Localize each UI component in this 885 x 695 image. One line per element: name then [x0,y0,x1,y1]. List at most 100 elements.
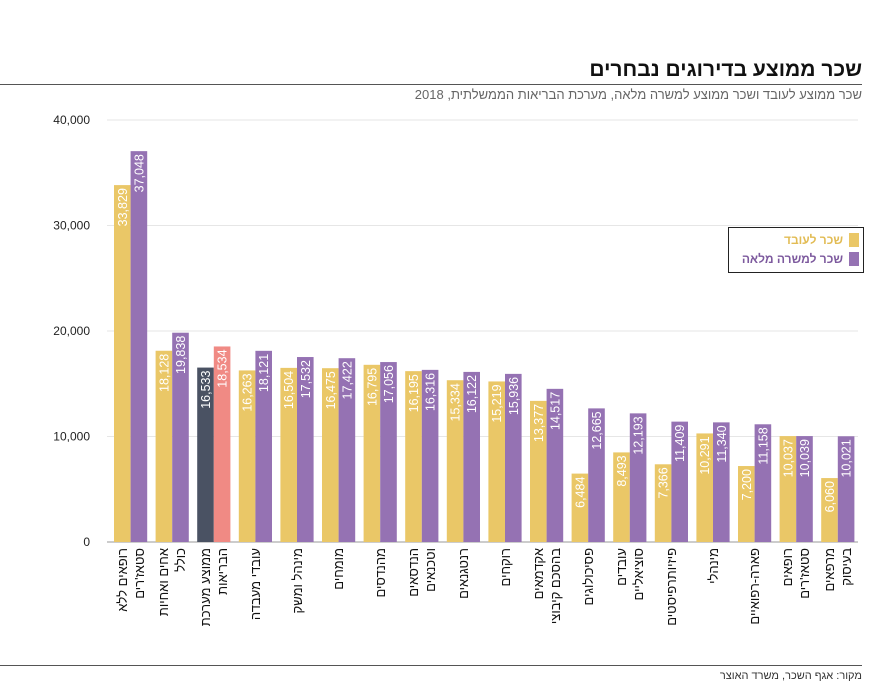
data-label: 16,263 [241,373,255,411]
data-label: 7,366 [657,467,671,498]
data-label: 16,122 [465,375,479,413]
x-tick-label-line: רופאים [780,548,796,587]
bar-employee [405,371,422,542]
y-tick-label: 40,000 [53,113,90,127]
x-tick-label-line: פארה-רפואיים [747,548,763,625]
bar-fulltime [546,388,564,542]
data-label: 10,021 [840,439,854,477]
x-tick-label-line: סטאז'רים [797,548,813,599]
x-tick-label-line: מינהלי [705,548,721,584]
x-tick-label: פארה-רפואיים [746,548,763,668]
x-tick-label-line: ממוצע מערכת [197,548,213,627]
x-tick-label: מרפאים בעיסוק [821,548,855,668]
bar-employee [613,452,630,542]
x-tick-label-line: הבריאות [214,548,230,595]
bar-employee [363,364,381,542]
bar-fulltime [629,413,647,542]
x-tick-label: עובדי מעבדה [247,548,264,668]
data-label: 16,504 [282,371,296,409]
legend-swatch [849,233,859,247]
data-label: 13,377 [532,404,546,442]
data-label: 10,039 [798,439,812,477]
bar-fulltime [130,151,148,542]
data-label: 15,219 [490,384,504,422]
bar-fulltime [505,373,522,542]
y-tick-label: 0 [83,535,90,549]
bar-employee [488,381,505,542]
bar-employee [530,400,547,542]
bar-employee [197,367,214,542]
y-tick-label: 30,000 [53,219,90,233]
x-tick-label: פיזיותרפיסטים [663,548,680,668]
data-label: 12,193 [632,416,646,454]
data-label: 37,048 [132,154,146,192]
x-tick-label-line: כולל [173,548,189,572]
bar-employee [696,433,713,542]
x-tick-label-line: מומחים [331,548,347,590]
x-tick-label: הנדסאים וטכנאים [405,548,439,668]
x-tick-label: אקדמאים בהסכם קיבוצי [530,548,564,668]
x-tick-label: מינהל ומשק [289,548,306,668]
data-label: 15,936 [507,377,521,415]
data-label: 6,484 [573,477,587,508]
data-label: 10,037 [781,439,795,477]
x-tick-label: מהנדסים [372,548,389,668]
title-divider [0,84,862,85]
x-tick-label-line: וטכנאים [422,548,438,592]
bar-employee [155,350,173,542]
data-label: 17,056 [382,365,396,403]
bar-fulltime [754,424,772,542]
source-note: מקור: אגף השכר, משרד האוצר [719,670,862,682]
bar-fulltime [297,357,314,542]
data-label: 15,334 [449,383,463,421]
x-tick-label-line: אחים ואחיות [156,548,172,617]
data-label: 17,532 [299,360,313,398]
x-tick-label-line: רנטגנאים [455,548,471,599]
data-label: 6,060 [823,481,837,512]
x-tick-label-line: מהנדסים [372,548,388,598]
x-tick-label: מומחים [330,548,347,668]
bar-fulltime [671,421,688,542]
data-label: 11,340 [715,425,729,462]
legend-label: שכר למשרה מלאה [741,252,843,266]
x-tick-label: מינהלי [705,548,722,668]
x-tick-label-line: הנדסאים [405,548,421,597]
y-tick-label: 10,000 [53,430,90,444]
data-label: 17,422 [340,361,354,399]
x-tick-label-line: רוקחים [497,548,513,587]
bar-employee [654,464,672,542]
data-label: 16,533 [199,371,213,409]
legend-swatch [849,252,859,266]
x-tick-label: פסיכולוגים [580,548,597,668]
bar-fulltime [713,422,730,542]
data-label: 16,316 [424,373,438,411]
bar-employee [821,478,838,542]
bar-employee [280,367,297,542]
x-tick-label-line: אקדמאים [530,548,546,600]
data-label: 33,829 [116,188,130,226]
bar-employee [238,370,256,542]
x-tick-label: רופאים ללא סטאז'רים [114,548,148,668]
x-tick-label: ממוצע מערכת הבריאות [197,548,231,668]
x-tick-label-line: סוציאליים [630,548,646,601]
data-label: 16,475 [324,371,338,409]
bar-employee [779,436,797,542]
chart-subtitle: שכר ממוצע לעובד ושכר ממוצע למשרה מלאה, מ… [414,87,862,102]
data-label: 10,291 [698,436,712,474]
legend: שכר לעובד שכר למשרה מלאה [728,227,864,273]
data-label: 12,665 [590,411,604,449]
footer-divider [0,665,862,666]
bar-fulltime [463,371,480,542]
x-tick-label-line: עובדי מעבדה [247,548,263,621]
data-label: 19,838 [174,336,188,374]
x-tick-label-line: בעיסוק [838,548,854,586]
bar-fulltime [588,408,605,542]
x-tick-label: רנטגנאים [455,548,472,668]
data-label: 18,534 [216,349,230,387]
x-tick-label-line: סטאז'רים [131,548,147,599]
x-tick-label-line: רופאים ללא [114,548,130,612]
bar-employee [738,466,755,542]
legend-item-fulltime: שכר למשרה מלאה [742,252,859,266]
